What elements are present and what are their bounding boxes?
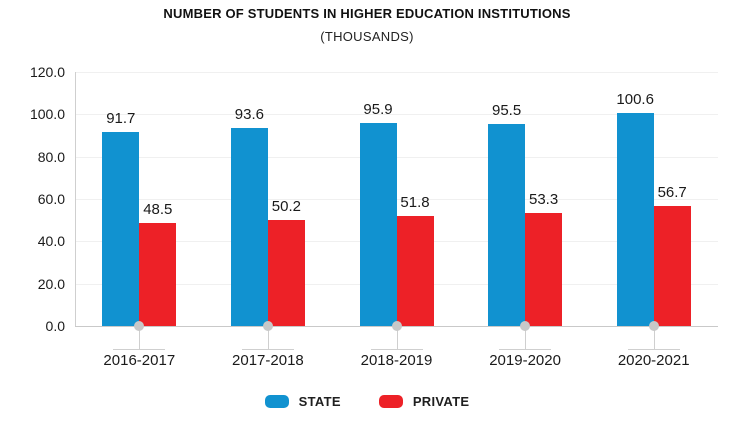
legend-swatch-state	[264, 395, 289, 408]
y-axis-line	[75, 72, 76, 326]
y-axis-label: 0.0	[45, 318, 65, 334]
bar-value-label: 95.9	[363, 101, 393, 118]
bar-value-label: 51.8	[400, 194, 430, 212]
bar-value-label: 100.6	[616, 91, 654, 109]
x-axis-label: 2020-2021	[617, 352, 690, 369]
y-axis-label: 60.0	[37, 191, 65, 207]
y-axis-label: 20.0	[37, 275, 65, 292]
category-tick-stem	[267, 326, 269, 349]
bar-private[interactable]	[267, 219, 305, 326]
bar-value-label: 48.5	[143, 201, 173, 219]
legend: STATE PRIVATE	[0, 394, 734, 409]
chart-subtitle: (THOUSANDS)	[320, 29, 414, 44]
gridline	[75, 199, 718, 200]
category-tick-line	[370, 349, 423, 350]
category-tick-dot	[134, 321, 145, 331]
bar-private[interactable]	[525, 213, 563, 326]
bar-state[interactable]	[230, 127, 268, 326]
bar-value-label: 56.7	[657, 183, 687, 201]
y-axis-label: 120.0	[29, 64, 65, 80]
category-tick-stem	[525, 326, 527, 349]
bar-state[interactable]	[616, 113, 654, 326]
legend-item-private[interactable]: PRIVATE	[378, 394, 470, 409]
gridline	[75, 156, 718, 158]
bar-state[interactable]	[359, 123, 397, 326]
bar-private[interactable]	[653, 205, 691, 326]
bar-state[interactable]	[488, 123, 526, 326]
category-tick-dot	[262, 321, 273, 331]
bar-private[interactable]	[396, 216, 434, 326]
y-axis-label: 80.0	[37, 148, 65, 165]
x-axis-label: 2016-2017	[103, 352, 176, 369]
category-tick-stem	[396, 326, 398, 349]
bar-value-label: 50.2	[271, 197, 301, 215]
bar-value-label: 91.7	[106, 109, 136, 127]
x-axis-label: 2017-2018	[232, 352, 304, 369]
bar-state[interactable]	[102, 131, 140, 326]
category-tick-line	[627, 349, 680, 350]
category-tick-dot	[648, 321, 659, 331]
category-tick-line	[113, 349, 166, 350]
gridline	[75, 114, 718, 116]
category-tick-line	[499, 349, 552, 350]
category-tick-dot	[520, 321, 531, 331]
gridline	[75, 72, 718, 73]
legend-label-private: PRIVATE	[412, 394, 470, 409]
x-axis-label: 2018-2019	[360, 352, 433, 369]
legend-item-state[interactable]: STATE	[264, 394, 341, 409]
y-axis-label: 100.0	[29, 106, 65, 123]
bar-value-label: 53.3	[528, 191, 559, 209]
bar-private[interactable]	[139, 223, 177, 326]
y-axis-label: 40.0	[37, 233, 65, 250]
category-tick-line	[241, 349, 294, 350]
bar-value-label: 93.6	[234, 105, 264, 123]
category-tick-dot	[391, 321, 402, 331]
bar-value-label: 95.5	[491, 101, 522, 119]
x-axis-label: 2019-2020	[489, 352, 561, 369]
chart-title: NUMBER OF STUDENTS IN HIGHER EDUCATION I…	[163, 6, 571, 21]
legend-label-state: STATE	[298, 394, 341, 409]
category-tick-stem	[139, 326, 141, 349]
legend-swatch-private	[378, 395, 403, 408]
category-tick-stem	[653, 326, 655, 349]
